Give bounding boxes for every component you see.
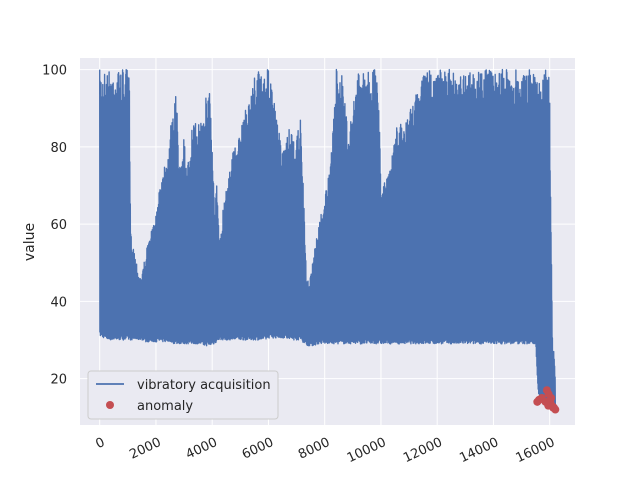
x-tick-label: 10000 [345, 435, 389, 466]
x-tick-label: 2000 [127, 435, 163, 463]
series-layer [99, 68, 560, 414]
legend-label-anomaly: anomaly [137, 399, 193, 414]
x-tick-label: 0 [94, 435, 108, 452]
x-tick-label: 6000 [240, 435, 276, 463]
x-tick-label: 16000 [514, 435, 558, 466]
y-ticks: 20 40 60 80 100 [42, 64, 67, 388]
y-tick-label: 80 [50, 141, 67, 156]
y-tick-label: 20 [50, 373, 67, 388]
anomaly-point [544, 401, 553, 410]
x-tick-label: 4000 [184, 435, 220, 463]
legend: vibratory acquisition anomaly [87, 370, 279, 420]
y-axis-title: value [22, 223, 38, 261]
y-tick-label: 100 [42, 64, 67, 79]
legend-anomaly-swatch [106, 401, 114, 409]
x-tick-label: 12000 [401, 435, 445, 466]
x-tick-label: 8000 [296, 435, 332, 463]
y-tick-label: 60 [50, 218, 67, 233]
legend-label-line: vibratory acquisition [137, 378, 271, 393]
y-tick-label: 40 [50, 295, 67, 310]
x-ticks: 0 2000 4000 6000 8000 10000 12000 14000 16000 [94, 435, 558, 466]
series-line-vibratory-acquisition [99, 68, 556, 410]
x-tick-label: 14000 [457, 435, 501, 466]
anomaly-point [547, 393, 556, 402]
legend-box [87, 370, 279, 420]
